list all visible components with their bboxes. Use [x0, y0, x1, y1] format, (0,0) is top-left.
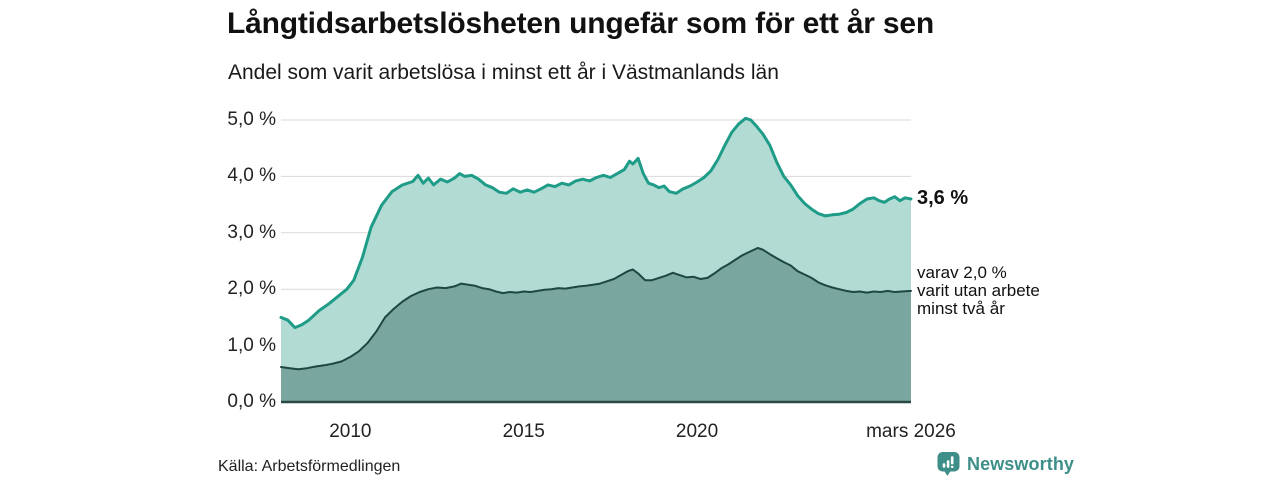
series-line: [279, 116, 913, 330]
series-area: [281, 248, 911, 402]
chart-title: Långtidsarbetslösheten ungefär som för e…: [227, 7, 935, 40]
y-tick-label: 0,0 %: [227, 391, 276, 412]
x-tick-label: 2015: [502, 421, 545, 442]
newsworthy-chart-bubble-icon: [937, 452, 960, 476]
secondary-annotation-line: varav 2,0 %: [917, 263, 1007, 282]
series-line: [280, 247, 912, 371]
y-tick-label: 4,0 %: [227, 165, 276, 187]
chart-subtitle: Andel som varit arbetslösa i minst ett å…: [228, 61, 779, 84]
y-tick-label: 1,0 %: [227, 334, 276, 356]
x-tick-label: 2010: [329, 421, 372, 442]
y-tick-label: 5,0 %: [227, 109, 276, 130]
x-tick-label: mars 2026: [866, 421, 956, 442]
source-note: Källa: Arbetsförmedlingen: [218, 458, 401, 475]
secondary-annotation-line: minst två år: [917, 299, 1005, 318]
secondary-series-annotation: varav 2,0 % varit utan arbete minst två …: [917, 264, 1040, 318]
x-tick-label: 2020: [675, 421, 719, 442]
y-tick-label: 3,0 %: [227, 221, 276, 243]
brand-name: Newsworthy: [967, 453, 1075, 474]
series-end-value-label: 3,6 %: [917, 187, 969, 209]
secondary-annotation-line: varit utan arbete: [917, 281, 1040, 300]
brand-logo: Newsworthy: [936, 451, 1074, 477]
y-tick-label: 2,0 %: [227, 278, 276, 300]
